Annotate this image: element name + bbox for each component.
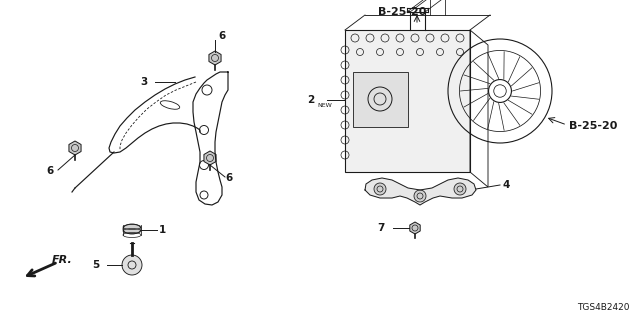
Circle shape <box>414 190 426 202</box>
Text: 5: 5 <box>92 260 99 270</box>
Ellipse shape <box>123 224 141 234</box>
Text: B-25-20: B-25-20 <box>569 121 618 131</box>
Bar <box>345 30 470 172</box>
Polygon shape <box>209 51 221 65</box>
Text: NEW: NEW <box>317 103 332 108</box>
Polygon shape <box>204 151 216 165</box>
Bar <box>353 72 408 127</box>
Text: 4: 4 <box>502 180 509 190</box>
Text: 6: 6 <box>225 173 232 183</box>
Text: 6: 6 <box>46 166 53 176</box>
Circle shape <box>122 255 142 275</box>
Text: 1: 1 <box>159 225 166 235</box>
Text: 2: 2 <box>307 95 314 105</box>
Text: B-25-20: B-25-20 <box>378 7 426 17</box>
Circle shape <box>454 183 466 195</box>
Text: 3: 3 <box>140 77 147 87</box>
Text: 7: 7 <box>377 223 385 233</box>
Circle shape <box>374 183 386 195</box>
Text: FR.: FR. <box>52 255 73 265</box>
Text: TGS4B2420: TGS4B2420 <box>577 303 630 312</box>
Polygon shape <box>69 141 81 155</box>
Polygon shape <box>365 178 476 205</box>
Polygon shape <box>410 222 420 234</box>
Text: 6: 6 <box>218 31 225 41</box>
